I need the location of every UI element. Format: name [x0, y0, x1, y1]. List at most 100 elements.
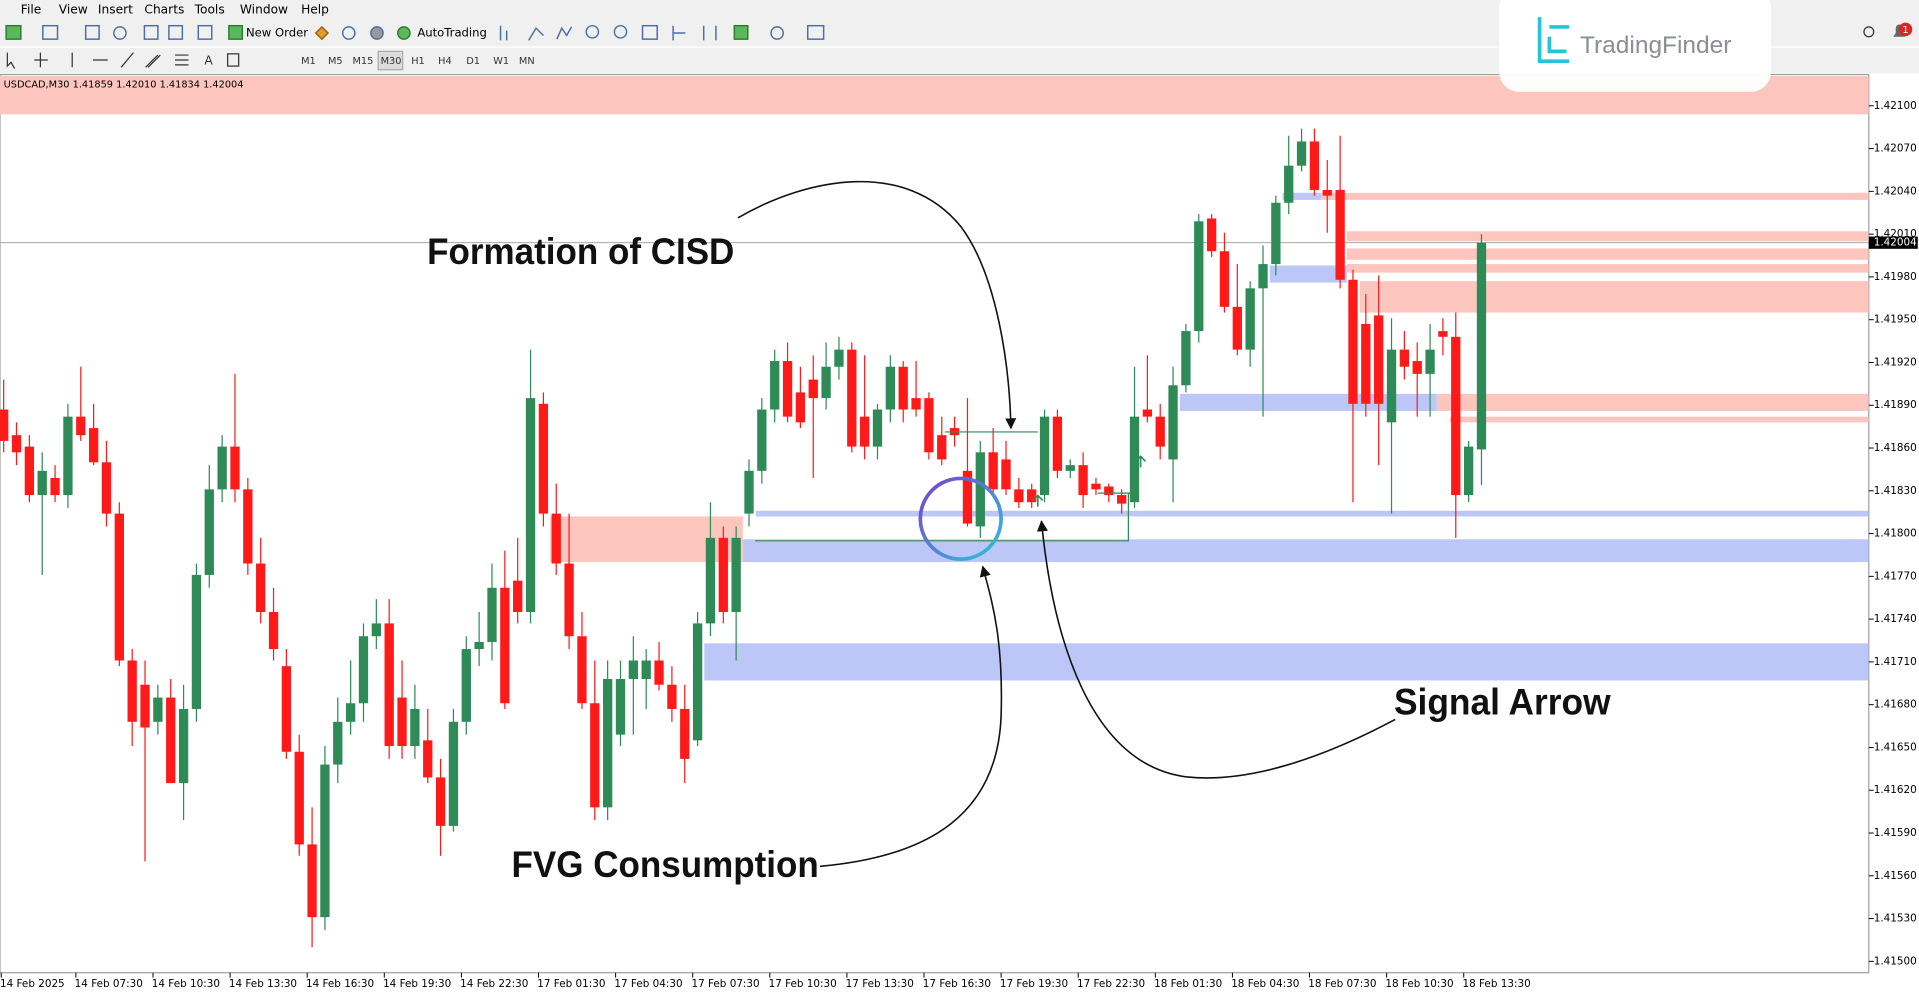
candle-body [178, 708, 189, 784]
candle-body [11, 435, 22, 453]
zone [742, 539, 1869, 563]
timeframe-button[interactable]: H4 [438, 56, 452, 67]
signal-arrows [1032, 455, 1147, 507]
candle-body [1001, 459, 1011, 490]
notification-badge[interactable]: 1 [1902, 25, 1908, 36]
menu-item[interactable]: Window [240, 2, 288, 16]
candle-body [988, 452, 998, 490]
candle-body [962, 470, 973, 524]
new-order-button[interactable]: New Order [246, 26, 308, 40]
y-tick-label: 1.41530 [1874, 913, 1917, 925]
candle-body [1374, 315, 1384, 404]
logo-text: TradingFinder [1580, 32, 1731, 59]
candle-body [243, 489, 253, 564]
symbol-info: USDCAD,M30 1.41859 1.42010 1.41834 1.420… [4, 79, 244, 90]
candle-body [140, 684, 150, 728]
menu-item[interactable]: Charts [144, 2, 184, 16]
x-tick-label: 14 Feb 13:30 [229, 978, 297, 990]
candle-body [281, 666, 292, 752]
candle-body [924, 398, 934, 453]
candle-body [0, 409, 9, 441]
svg-text:A: A [204, 54, 213, 68]
zone [1346, 264, 1869, 273]
candle-body [1129, 416, 1140, 503]
candle-body [166, 697, 176, 784]
candle-body [345, 703, 356, 722]
candle-body [1296, 141, 1307, 166]
candle-body [320, 764, 330, 918]
candle-body [615, 679, 626, 735]
x-tick-label: 17 Feb 19:30 [1000, 978, 1068, 990]
candle-body [358, 636, 369, 704]
annotation-arrows [737, 180, 1396, 868]
candle-body [795, 392, 806, 423]
candle-body [1245, 288, 1255, 350]
y-tick-label: 1.41980 [1874, 271, 1917, 283]
timeframe-button[interactable]: MN [519, 56, 535, 67]
candle-body [513, 580, 523, 612]
candle-body [1476, 242, 1487, 450]
candle-body [1322, 189, 1332, 196]
menu-item[interactable]: Tools [194, 2, 225, 16]
candle-body [448, 721, 459, 826]
x-tick-label: 18 Feb 10:30 [1385, 978, 1453, 990]
menu-item[interactable]: Insert [98, 2, 133, 16]
chart-frame [0, 74, 1870, 974]
candle-body [602, 679, 613, 808]
toolbar-icons [5, 24, 825, 41]
zone [704, 643, 1869, 681]
candle-body [217, 446, 227, 490]
y-tick-label: 1.42070 [1874, 143, 1917, 155]
y-tick-label: 1.41680 [1874, 699, 1917, 711]
candle-body [204, 489, 214, 575]
candle-body [1232, 306, 1242, 350]
logo-panel [1499, 0, 1771, 92]
y-tick-label: 1.41560 [1874, 870, 1917, 882]
candle-body [667, 684, 677, 709]
x-tick-label: 14 Feb 19:30 [383, 978, 451, 990]
candle-body [1206, 218, 1217, 252]
x-tick-label: 17 Feb 01:30 [537, 978, 605, 990]
timeframe-button[interactable]: W1 [493, 56, 509, 67]
candle-body [1412, 361, 1422, 374]
candle-body [397, 697, 407, 747]
top-right-icons [1863, 22, 1913, 38]
zone [1359, 281, 1869, 313]
candle-body [872, 409, 883, 447]
y-tick-label: 1.41890 [1874, 399, 1917, 411]
menu-item[interactable]: Help [301, 2, 329, 16]
candle-body [757, 409, 767, 471]
candle-body [1386, 349, 1397, 423]
candle-body [911, 398, 921, 410]
x-tick-label: 17 Feb 16:30 [923, 978, 991, 990]
candle-body [808, 379, 818, 399]
candle-body [127, 660, 137, 722]
candle-body [1052, 416, 1063, 471]
candle-body [834, 349, 844, 367]
timeframe-button[interactable]: M5 [328, 56, 343, 67]
candle-body [1219, 251, 1230, 307]
autotrading-button[interactable]: AutoTrading [417, 26, 487, 40]
x-tick-label: 17 Feb 10:30 [769, 978, 837, 990]
candle-body [590, 703, 600, 808]
timeframe-button[interactable]: M1 [301, 56, 316, 67]
zone [1436, 393, 1869, 411]
last-price-label: 1.42004 [1874, 237, 1917, 249]
candle-body [1065, 465, 1075, 471]
menu-item[interactable]: File [21, 2, 41, 16]
timeframe-button[interactable]: D1 [466, 56, 480, 67]
timeframe-button[interactable]: H1 [411, 56, 425, 67]
candle-body [1258, 264, 1268, 289]
candle-body [1425, 349, 1435, 374]
menu-item[interactable]: View [59, 2, 88, 16]
timeframe-button[interactable]: M15 [352, 56, 373, 67]
timeframe-button[interactable]: M30 [381, 56, 402, 67]
x-tick-label: 14 Feb 2025 [0, 978, 65, 990]
candle-body [371, 623, 381, 637]
x-tick-label: 18 Feb 04:30 [1231, 978, 1299, 990]
candle-body [731, 537, 741, 612]
highlight-circle [918, 476, 1003, 562]
y-tick-label: 1.41650 [1874, 741, 1917, 753]
y-tick-label: 1.41830 [1874, 485, 1917, 497]
